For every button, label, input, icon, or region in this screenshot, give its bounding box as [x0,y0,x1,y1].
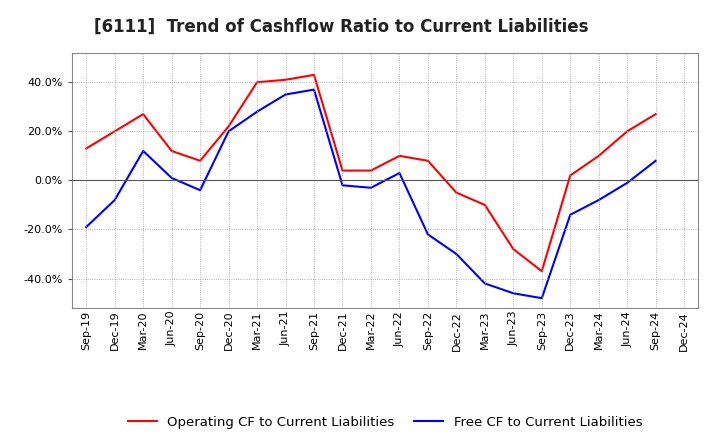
Free CF to Current Liabilities [652,158,660,163]
Operating CF to Current Liabilities [480,202,489,208]
Operating CF to Current Liabilities [366,168,375,173]
Free CF to Current Liabilities [366,185,375,191]
Operating CF to Current Liabilities [652,111,660,117]
Operating CF to Current Liabilities [282,77,290,82]
Operating CF to Current Liabilities [225,124,233,129]
Free CF to Current Liabilities [82,224,91,230]
Operating CF to Current Liabilities [253,80,261,85]
Operating CF to Current Liabilities [338,168,347,173]
Free CF to Current Liabilities [423,232,432,237]
Operating CF to Current Liabilities [167,148,176,154]
Free CF to Current Liabilities [196,187,204,193]
Free CF to Current Liabilities [253,109,261,114]
Operating CF to Current Liabilities [452,190,461,195]
Legend: Operating CF to Current Liabilities, Free CF to Current Liabilities: Operating CF to Current Liabilities, Fre… [122,411,648,434]
Operating CF to Current Liabilities [623,128,631,134]
Operating CF to Current Liabilities [509,246,518,252]
Free CF to Current Liabilities [338,183,347,188]
Operating CF to Current Liabilities [595,153,603,158]
Free CF to Current Liabilities [395,170,404,176]
Operating CF to Current Liabilities [566,173,575,178]
Free CF to Current Liabilities [566,212,575,217]
Free CF to Current Liabilities [480,281,489,286]
Operating CF to Current Liabilities [395,153,404,158]
Free CF to Current Liabilities [282,92,290,97]
Operating CF to Current Liabilities [82,146,91,151]
Line: Free CF to Current Liabilities: Free CF to Current Liabilities [86,90,656,298]
Free CF to Current Liabilities [623,180,631,186]
Free CF to Current Liabilities [110,198,119,203]
Text: [6111]  Trend of Cashflow Ratio to Current Liabilities: [6111] Trend of Cashflow Ratio to Curren… [94,18,588,36]
Free CF to Current Liabilities [509,291,518,296]
Operating CF to Current Liabilities [139,111,148,117]
Free CF to Current Liabilities [595,198,603,203]
Line: Operating CF to Current Liabilities: Operating CF to Current Liabilities [86,75,656,271]
Operating CF to Current Liabilities [310,72,318,77]
Free CF to Current Liabilities [537,296,546,301]
Operating CF to Current Liabilities [423,158,432,163]
Free CF to Current Liabilities [310,87,318,92]
Free CF to Current Liabilities [167,175,176,180]
Free CF to Current Liabilities [225,128,233,134]
Free CF to Current Liabilities [139,148,148,154]
Operating CF to Current Liabilities [110,128,119,134]
Operating CF to Current Liabilities [537,268,546,274]
Free CF to Current Liabilities [452,251,461,257]
Operating CF to Current Liabilities [196,158,204,163]
